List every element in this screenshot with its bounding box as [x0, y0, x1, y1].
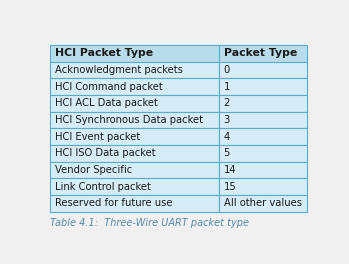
Bar	[219, 62, 307, 78]
Text: HCI ACL Data packet: HCI ACL Data packet	[55, 98, 158, 108]
Bar	[219, 78, 307, 95]
Text: HCI ISO Data packet: HCI ISO Data packet	[55, 148, 156, 158]
Text: Packet Type: Packet Type	[224, 48, 297, 58]
Bar	[50, 95, 219, 112]
Text: Link Control packet: Link Control packet	[55, 182, 151, 192]
Text: 3: 3	[224, 115, 230, 125]
Text: HCI Synchronous Data packet: HCI Synchronous Data packet	[55, 115, 203, 125]
Bar	[50, 162, 219, 178]
Bar	[219, 145, 307, 162]
Text: 1: 1	[224, 82, 230, 92]
Bar	[50, 62, 219, 78]
Text: HCI Command packet: HCI Command packet	[55, 82, 163, 92]
Bar	[219, 45, 307, 62]
Bar	[219, 178, 307, 195]
Bar	[50, 128, 219, 145]
Text: 2: 2	[224, 98, 230, 108]
Bar	[50, 178, 219, 195]
Bar	[219, 162, 307, 178]
Bar	[50, 145, 219, 162]
Text: 15: 15	[224, 182, 236, 192]
Text: 4: 4	[224, 131, 230, 142]
Text: Vendor Specific: Vendor Specific	[55, 165, 133, 175]
Bar	[50, 45, 219, 62]
Bar	[50, 112, 219, 128]
Bar	[219, 195, 307, 211]
Text: 14: 14	[224, 165, 236, 175]
Bar	[50, 78, 219, 95]
Bar	[50, 195, 219, 211]
Text: 5: 5	[224, 148, 230, 158]
Bar	[219, 128, 307, 145]
Text: Table 4.1:  Three-Wire UART packet type: Table 4.1: Three-Wire UART packet type	[50, 218, 250, 228]
Text: Acknowledgment packets: Acknowledgment packets	[55, 65, 183, 75]
Text: 0: 0	[224, 65, 230, 75]
Text: HCI Packet Type: HCI Packet Type	[55, 48, 153, 58]
Text: Reserved for future use: Reserved for future use	[55, 198, 173, 208]
Text: All other values: All other values	[224, 198, 302, 208]
Bar	[219, 95, 307, 112]
Text: HCI Event packet: HCI Event packet	[55, 131, 141, 142]
Bar	[219, 112, 307, 128]
